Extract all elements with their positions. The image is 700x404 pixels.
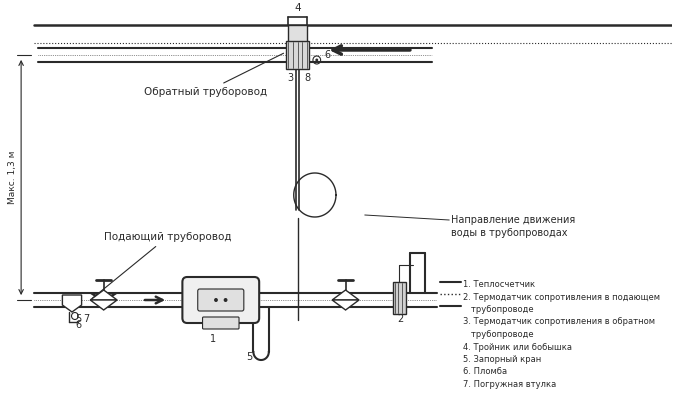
Text: 4: 4 <box>294 3 301 13</box>
Text: Макс. 1,3 м: Макс. 1,3 м <box>8 151 18 204</box>
Polygon shape <box>90 290 117 300</box>
Polygon shape <box>90 300 117 310</box>
Text: 6: 6 <box>76 320 82 330</box>
Text: 3. Термодатчик сопротивления в обратном: 3. Термодатчик сопротивления в обратном <box>463 318 654 326</box>
Polygon shape <box>332 300 359 310</box>
Polygon shape <box>90 293 117 302</box>
Text: 6: 6 <box>325 50 330 60</box>
Bar <box>286 41 309 69</box>
Text: Подающий труборовод: Подающий труборовод <box>92 232 231 298</box>
FancyBboxPatch shape <box>202 317 239 329</box>
Text: Обратный труборовод: Обратный труборовод <box>144 53 284 97</box>
Text: 8: 8 <box>304 73 310 83</box>
Text: трубопроводе: трубопроводе <box>463 305 533 314</box>
Text: трубопроводе: трубопроводе <box>463 330 533 339</box>
Text: 3: 3 <box>287 73 293 83</box>
Text: 2. Термодатчик сопротивления в подающем: 2. Термодатчик сопротивления в подающем <box>463 292 659 301</box>
Bar <box>288 25 307 45</box>
Circle shape <box>315 59 318 61</box>
Text: 1. Теплосчетчик: 1. Теплосчетчик <box>463 280 535 289</box>
FancyBboxPatch shape <box>183 277 259 323</box>
Text: 5. Запорный кран: 5. Запорный кран <box>463 355 541 364</box>
Circle shape <box>214 298 218 302</box>
Polygon shape <box>62 295 82 312</box>
Text: 7. Погружная втулка: 7. Погружная втулка <box>463 380 556 389</box>
Bar <box>393 282 406 314</box>
FancyBboxPatch shape <box>197 289 244 311</box>
Text: 5: 5 <box>246 352 253 362</box>
Text: 1: 1 <box>210 334 216 344</box>
Text: 6. Пломба: 6. Пломба <box>463 368 507 377</box>
Text: 5: 5 <box>76 314 82 324</box>
Circle shape <box>224 298 228 302</box>
Text: 2: 2 <box>397 314 403 324</box>
Text: 4. Тройник или бобышка: 4. Тройник или бобышка <box>463 343 572 351</box>
Text: Направление движения
воды в трубопроводах: Направление движения воды в трубопровода… <box>452 215 575 238</box>
Polygon shape <box>332 290 359 300</box>
Text: 7: 7 <box>83 314 90 324</box>
